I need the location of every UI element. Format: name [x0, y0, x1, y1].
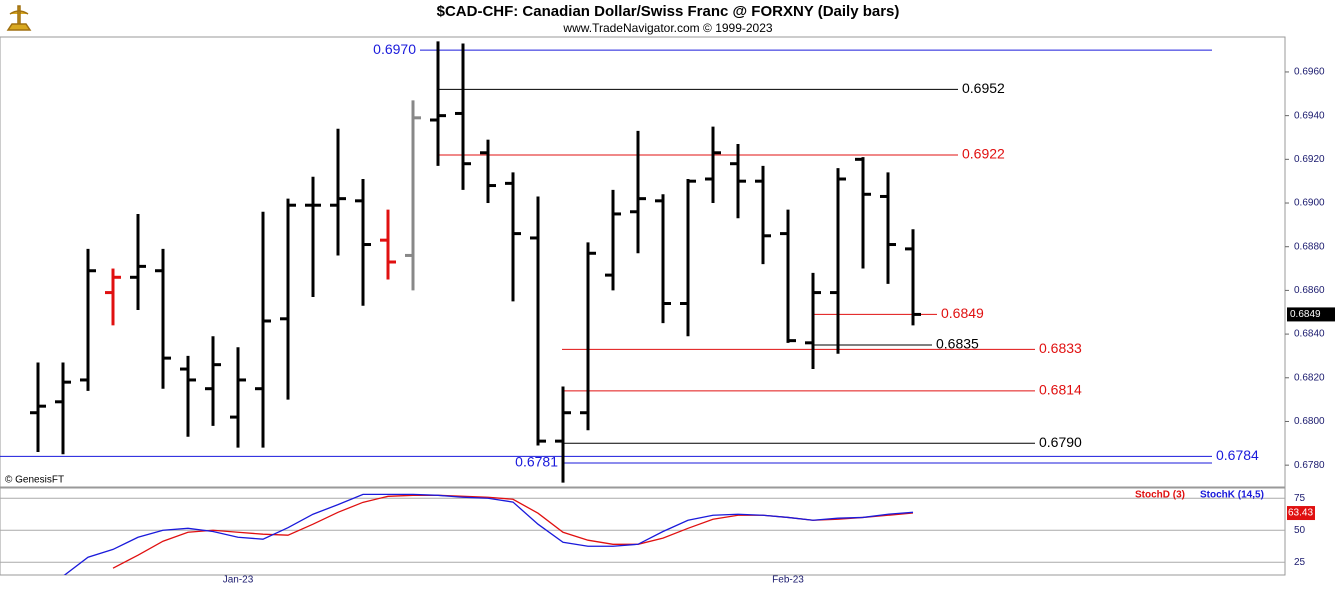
logo [6, 5, 32, 31]
y-tick-label: 0.6880 [1294, 241, 1325, 252]
legend-entry: StochK (14,5) [1200, 490, 1264, 501]
last-price-box [1287, 307, 1335, 322]
level-label: 0.6790 [1039, 434, 1082, 450]
y-tick-label: 0.6780 [1294, 460, 1325, 471]
stoch-line [63, 493, 914, 575]
stoch-lines [63, 493, 914, 575]
value-box [1287, 506, 1315, 521]
y-tick-label: 0.6800 [1294, 416, 1325, 427]
level-label: 0.6922 [962, 146, 1005, 162]
y-tick-label: 0.6960 [1294, 67, 1325, 78]
value-label: 63.43 [1288, 508, 1313, 519]
y-tick-label: 0.6840 [1294, 329, 1325, 340]
level-label: 0.6849 [941, 305, 984, 321]
y-tick-label: 0.6920 [1294, 154, 1325, 165]
level-label: 0.6781 [515, 454, 558, 470]
y-tick-label: 0.6820 [1294, 372, 1325, 383]
y-tick-label: 25 [1294, 557, 1306, 568]
last-price-label: 0.6849 [1290, 309, 1321, 320]
legend-entry: StochD (3) [1135, 490, 1185, 501]
price-panel [0, 36, 1286, 488]
x-tick-label: Jan-23 [223, 575, 254, 586]
y-tick-label: 0.6860 [1294, 285, 1325, 296]
y-tick-label: 75 [1294, 493, 1306, 504]
level-label: 0.6784 [1216, 447, 1259, 463]
x-tick-label: Feb-23 [772, 575, 804, 586]
credit: © GenesisFT [5, 475, 64, 486]
level-label: 0.6833 [1039, 340, 1082, 356]
y-tick-label: 50 [1294, 525, 1306, 536]
y-tick-label: 0.6900 [1294, 198, 1325, 209]
level-label: 0.6952 [962, 80, 1005, 96]
level-label: 0.6814 [1039, 382, 1082, 398]
level-label: 0.6970 [373, 41, 416, 57]
level-label: 0.6835 [936, 336, 979, 352]
chart-subtitle: www.TradeNavigator.com © 1999-2023 [562, 21, 772, 35]
y-tick-label: 0.6940 [1294, 110, 1325, 121]
chart-title: $CAD-CHF: Canadian Dollar/Swiss Franc @ … [437, 3, 900, 20]
